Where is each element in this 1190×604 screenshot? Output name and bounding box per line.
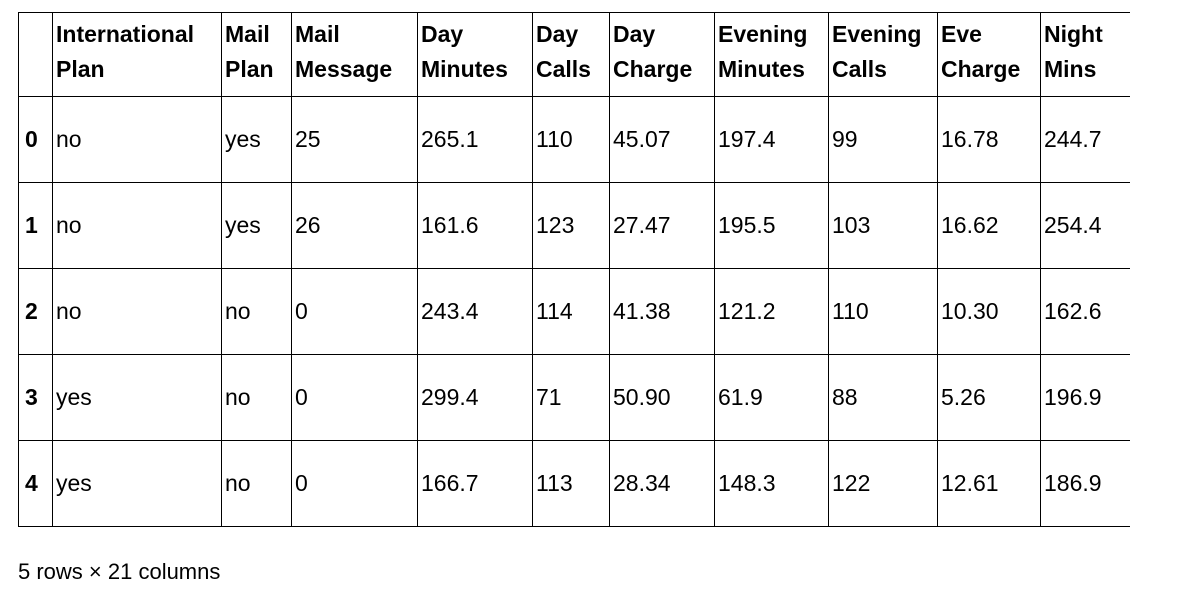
table-row: 2 no no 0 243.4 114 41.38 121.2 110 10.3… [18,268,1130,355]
table-cell: no [221,440,292,527]
table-cell: yes [221,96,292,183]
table-cell: no [52,268,222,355]
table-cell: 99 [828,96,938,183]
dataframe-table-container: International Plan Mail Plan Mail Messag… [18,12,1130,527]
table-cell: 16.62 [937,182,1041,269]
column-header-day-calls: Day Calls [532,12,610,97]
table-cell: 12.61 [937,440,1041,527]
table-cell: 148.3 [714,440,829,527]
table-cell: 123 [532,182,610,269]
table-row: 1 no yes 26 161.6 123 27.47 195.5 103 16… [18,182,1130,269]
table-cell: 26 [291,182,418,269]
column-header-mail-message: Mail Message [291,12,418,97]
table-cell: 45.07 [609,96,715,183]
table-cell: 166.7 [417,440,533,527]
table-cell: 299.4 [417,354,533,441]
column-header-night-mins: Night Mins [1040,12,1130,97]
table-cell: 197.4 [714,96,829,183]
table-cell: 110 [532,96,610,183]
table-cell: yes [52,440,222,527]
table-cell: 186.9 [1040,440,1130,527]
column-header-evening-calls: Evening Calls [828,12,938,97]
table-cell: 243.4 [417,268,533,355]
index-header [18,12,53,97]
row-index: 1 [18,182,53,269]
table-cell: 103 [828,182,938,269]
table-cell: 27.47 [609,182,715,269]
column-header-eve-charge: Eve Charge [937,12,1041,97]
table-cell: yes [52,354,222,441]
table-cell: 0 [291,268,418,355]
column-header-day-charge: Day Charge [609,12,715,97]
table-cell: 16.78 [937,96,1041,183]
table-cell: 10.30 [937,268,1041,355]
row-index: 2 [18,268,53,355]
table-cell: 244.7 [1040,96,1130,183]
table-cell: 113 [532,440,610,527]
row-index: 3 [18,354,53,441]
column-header-day-minutes: Day Minutes [417,12,533,97]
table-cell: 61.9 [714,354,829,441]
table-cell: no [52,182,222,269]
table-cell: no [221,354,292,441]
column-header-international-plan: International Plan [52,12,222,97]
table-cell: yes [221,182,292,269]
table-cell: 25 [291,96,418,183]
table-cell: 71 [532,354,610,441]
dataframe-table: International Plan Mail Plan Mail Messag… [18,12,1130,527]
table-cell: 195.5 [714,182,829,269]
table-cell: 110 [828,268,938,355]
table-cell: 0 [291,354,418,441]
table-row: 0 no yes 25 265.1 110 45.07 197.4 99 16.… [18,96,1130,183]
table-cell: 0 [291,440,418,527]
table-shape-summary: 5 rows × 21 columns [18,559,221,584]
table-cell: 122 [828,440,938,527]
table-row: 4 yes no 0 166.7 113 28.34 148.3 122 12.… [18,440,1130,527]
table-cell: 88 [828,354,938,441]
table-cell: 254.4 [1040,182,1130,269]
table-cell: no [52,96,222,183]
table-cell: 265.1 [417,96,533,183]
table-cell: no [221,268,292,355]
row-index: 0 [18,96,53,183]
header-row: International Plan Mail Plan Mail Messag… [18,12,1130,97]
table-row: 3 yes no 0 299.4 71 50.90 61.9 88 5.26 1… [18,354,1130,441]
column-header-evening-minutes: Evening Minutes [714,12,829,97]
table-cell: 121.2 [714,268,829,355]
table-cell: 50.90 [609,354,715,441]
row-index: 4 [18,440,53,527]
table-cell: 41.38 [609,268,715,355]
table-cell: 5.26 [937,354,1041,441]
table-cell: 162.6 [1040,268,1130,355]
table-cell: 196.9 [1040,354,1130,441]
table-cell: 114 [532,268,610,355]
table-cell: 161.6 [417,182,533,269]
column-header-mail-plan: Mail Plan [221,12,292,97]
table-cell: 28.34 [609,440,715,527]
